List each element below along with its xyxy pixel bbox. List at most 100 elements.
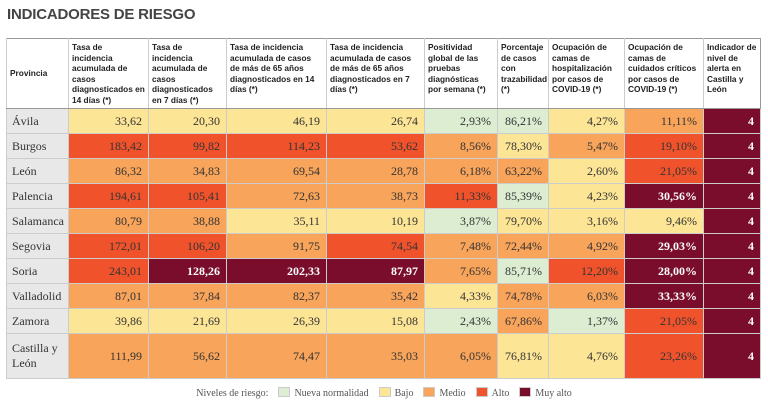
value-cell: 85,39% — [497, 183, 549, 209]
legend-swatch — [475, 387, 488, 397]
value-cell: 4,33% — [424, 283, 498, 309]
table-row: Segovia 172,01 106,20 91,75 74,54 7,48% 72,44%… — [6, 233, 761, 259]
value-cell: 11,11% — [624, 108, 704, 134]
value-cell: 4,23% — [548, 183, 625, 209]
legend-label: Nueva normalidad — [294, 388, 369, 399]
legend-swatch — [378, 387, 391, 397]
column-header: Tasa de incidencia acumulada de casos de… — [326, 38, 425, 109]
value-cell: 4,92% — [548, 233, 625, 259]
value-cell: 4,27% — [548, 108, 625, 134]
legend-title: Niveles de riesgo: — [196, 388, 269, 399]
table-row: Palencia 194,61 105,41 72,63 38,73 11,33% 85,3… — [6, 183, 761, 209]
value-cell: 78,30% — [497, 133, 549, 159]
value-cell: 38,88 — [148, 208, 227, 234]
legend-label: Muy alto — [535, 388, 572, 399]
value-cell: 8,56% — [424, 133, 498, 159]
value-cell: 128,26 — [148, 258, 227, 284]
value-cell: 63,22% — [497, 158, 549, 184]
legend-swatch — [278, 387, 291, 397]
province-cell: Ávila — [6, 108, 69, 134]
value-cell: 87,01 — [68, 283, 149, 309]
value-cell: 26,74 — [326, 108, 425, 134]
column-header: Provincia — [6, 38, 69, 109]
value-cell: 4 — [703, 158, 761, 184]
value-cell: 4 — [703, 308, 761, 334]
value-cell: 86,21% — [497, 108, 549, 134]
value-cell: 30,56% — [624, 183, 704, 209]
value-cell: 6,18% — [424, 158, 498, 184]
value-cell: 38,73 — [326, 183, 425, 209]
value-cell: 106,20 — [148, 233, 227, 259]
value-cell: 4 — [703, 183, 761, 209]
value-cell: 4 — [703, 133, 761, 159]
value-cell: 33,33% — [624, 283, 704, 309]
value-cell: 4 — [703, 233, 761, 259]
value-cell: 99,82 — [148, 133, 227, 159]
value-cell: 80,79 — [68, 208, 149, 234]
value-cell: 4 — [703, 108, 761, 134]
value-cell: 3,16% — [548, 208, 625, 234]
value-cell: 9,46% — [624, 208, 704, 234]
value-cell: 91,75 — [226, 233, 327, 259]
column-header: Ocupación de camas de hospitalización po… — [548, 38, 625, 109]
value-cell: 194,61 — [68, 183, 149, 209]
value-cell: 74,78% — [497, 283, 549, 309]
value-cell: 74,54 — [326, 233, 425, 259]
province-cell: León — [6, 158, 69, 184]
value-cell: 5,47% — [548, 133, 625, 159]
table-row: Burgos 183,42 99,82 114,23 53,62 8,56% 78,30% 5… — [6, 133, 761, 159]
value-cell: 35,11 — [226, 208, 327, 234]
value-cell: 10,19 — [326, 208, 425, 234]
column-header: Tasa de incidencia acumulada de casos di… — [68, 38, 149, 109]
table-row: León 86,32 34,83 69,54 28,78 6,18% 63,22% 2,60%… — [6, 158, 761, 184]
value-cell: 56,62 — [148, 333, 227, 379]
value-cell: 69,54 — [226, 158, 327, 184]
value-cell: 26,39 — [226, 308, 327, 334]
value-cell: 28,00% — [624, 258, 704, 284]
value-cell: 2,93% — [424, 108, 498, 134]
column-header: Ocupación de camas de cuidados críticos … — [624, 38, 704, 109]
value-cell: 53,62 — [326, 133, 425, 159]
province-cell: Valladolid — [6, 283, 69, 309]
column-header: Positividad global de las pruebas diagnó… — [424, 38, 498, 109]
value-cell: 4,76% — [548, 333, 625, 379]
value-cell: 2,43% — [424, 308, 498, 334]
province-cell: Zamora — [6, 308, 69, 334]
province-cell: Soria — [6, 258, 69, 284]
value-cell: 243,01 — [68, 258, 149, 284]
legend-item: Nueva normalidad — [278, 387, 369, 399]
value-cell: 76,81% — [497, 333, 549, 379]
legend-item: Alto — [475, 387, 509, 399]
value-cell: 37,84 — [148, 283, 227, 309]
value-cell: 4 — [703, 208, 761, 234]
province-cell: Salamanca — [6, 208, 69, 234]
value-cell: 4 — [703, 333, 761, 379]
value-cell: 39,86 — [68, 308, 149, 334]
province-cell: Segovia — [6, 233, 69, 259]
value-cell: 34,83 — [148, 158, 227, 184]
value-cell: 1,37% — [548, 308, 625, 334]
value-cell: 111,99 — [68, 333, 149, 379]
legend-swatch — [423, 387, 436, 397]
value-cell: 6,03% — [548, 283, 625, 309]
column-header: Tasa de incidencia acumulada de casos di… — [148, 38, 227, 109]
value-cell: 11,33% — [424, 183, 498, 209]
value-cell: 21,05% — [624, 308, 704, 334]
value-cell: 85,71% — [497, 258, 549, 284]
table-row: Ávila 33,62 20,30 46,19 26,74 2,93% 86,21% 4,27… — [6, 108, 761, 134]
value-cell: 183,42 — [68, 133, 149, 159]
table-row: Soria 243,01 128,26 202,33 87,97 7,65% 85,71% 1… — [6, 258, 761, 284]
table-row: Valladolid 87,01 37,84 82,37 35,42 4,33% 74,78… — [6, 283, 761, 309]
legend-item: Medio — [423, 387, 466, 399]
value-cell: 21,05% — [624, 158, 704, 184]
table-body: Ávila 33,62 20,30 46,19 26,74 2,93% 86,21% 4,27… — [6, 108, 761, 379]
value-cell: 7,48% — [424, 233, 498, 259]
table-row: Castilla y León 111,99 56,62 74,47 35,03 6,05… — [6, 333, 761, 379]
value-cell: 28,78 — [326, 158, 425, 184]
column-header: Tasa de incidencia acumulada de casos de… — [226, 38, 327, 109]
column-header: Porcentaje de casos con trazabilidad (*) — [497, 38, 549, 109]
value-cell: 4 — [703, 283, 761, 309]
column-header: Indicador de nivel de alerta en Castilla… — [703, 38, 761, 109]
province-cell: Castilla y León — [6, 333, 69, 379]
